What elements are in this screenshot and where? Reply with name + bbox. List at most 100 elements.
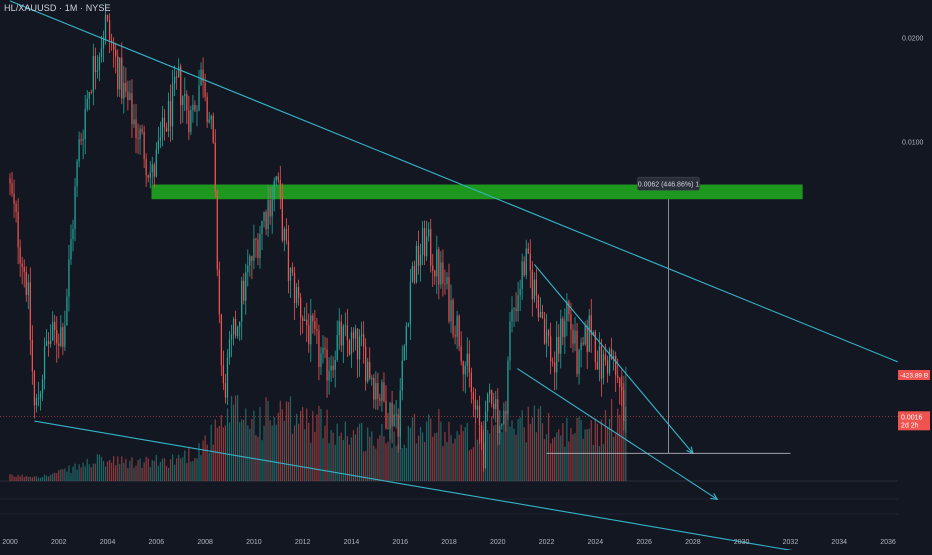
volume-bar — [525, 442, 527, 481]
volume-bar — [165, 465, 168, 481]
last-price-badge[interactable] — [898, 411, 930, 431]
candle-body — [484, 411, 487, 468]
candle-body — [594, 331, 596, 363]
candle-body — [171, 83, 174, 127]
volume-bar — [434, 433, 436, 481]
volume-bar — [369, 436, 371, 481]
candle-body — [47, 341, 50, 345]
candle-body — [612, 355, 615, 359]
volume-bar — [295, 413, 298, 481]
drawing-layer[interactable] — [0, 0, 900, 555]
candle-body — [17, 211, 19, 248]
resistance-zone-layer — [151, 184, 803, 200]
volume-bar — [328, 443, 330, 481]
trendline-arrowhead — [710, 493, 719, 501]
volume-bar — [318, 405, 320, 481]
resistance-zone[interactable] — [151, 184, 803, 200]
volume-bar — [395, 445, 397, 481]
candle-body — [184, 94, 186, 97]
volume-bar — [476, 439, 479, 481]
volume-bar — [371, 431, 373, 481]
candle-body — [224, 383, 227, 398]
candle-body — [241, 280, 243, 322]
candle-body — [570, 314, 572, 330]
candle-body — [529, 253, 531, 271]
candle-body — [562, 318, 564, 338]
volume-bar — [131, 457, 133, 481]
candle-body — [275, 176, 277, 181]
volume-bar — [531, 417, 533, 481]
volume-bar — [389, 426, 391, 481]
candle-body — [74, 186, 76, 229]
volume-bar — [511, 420, 513, 481]
volume-bar — [117, 456, 119, 481]
candle-body — [541, 311, 544, 319]
candle-body — [92, 55, 94, 93]
candle-body — [584, 325, 586, 345]
volume-bar — [243, 419, 245, 481]
volume-bar — [450, 435, 452, 481]
candle-body — [279, 180, 281, 198]
volume-bar — [537, 408, 540, 481]
candle-body — [159, 137, 162, 141]
volume-bar — [39, 477, 42, 481]
volume-bar — [84, 466, 86, 481]
trendline-2[interactable] — [34, 420, 897, 555]
volume-bar — [545, 434, 548, 481]
candle-body — [523, 261, 525, 276]
candle-body — [503, 410, 505, 425]
volume-bar — [45, 475, 48, 481]
volume-bar — [456, 431, 458, 481]
volume-bar — [47, 476, 50, 481]
candle-body — [560, 318, 562, 354]
volume-bar — [310, 442, 312, 481]
candle-body — [180, 66, 182, 106]
volume-bar — [582, 438, 584, 481]
candle-body — [43, 345, 46, 380]
trendline-3[interactable] — [533, 264, 694, 454]
volume-bar — [592, 444, 594, 481]
volume-bar — [251, 419, 253, 481]
candle-body — [615, 355, 617, 376]
volume-bar — [62, 469, 64, 481]
candle-body — [41, 379, 44, 394]
candle-body — [66, 296, 68, 326]
volume-bar — [499, 430, 501, 481]
candle-body — [151, 164, 153, 173]
trendline-4[interactable] — [516, 368, 718, 500]
symbol-title[interactable]: HL/XAUUSD · 1M · NYSE — [4, 3, 111, 13]
candle-body — [365, 346, 367, 382]
volume-bar — [588, 428, 590, 481]
x-tick-label: 2002 — [51, 539, 67, 546]
volume-bar — [346, 436, 349, 481]
volume-bar — [397, 444, 399, 481]
volume-bar — [58, 470, 60, 481]
volume-bar — [367, 427, 369, 481]
trendline-1[interactable] — [9, 0, 898, 363]
volume-bar — [234, 395, 237, 481]
volume-bar — [608, 418, 611, 481]
x-tick-label: 2000 — [2, 539, 18, 546]
volume-bar — [176, 458, 178, 481]
candle-body — [342, 326, 344, 346]
volume-bar — [340, 432, 342, 481]
volume-bar — [269, 420, 271, 481]
volume-bar — [86, 458, 88, 481]
volume-badge[interactable] — [898, 370, 930, 380]
volume-bar — [56, 473, 58, 481]
volume-bar — [507, 409, 509, 481]
candle-body — [480, 425, 483, 443]
candle-body — [452, 300, 454, 335]
candle-body — [113, 42, 115, 50]
volume-bar — [474, 421, 477, 481]
volume-bar — [598, 446, 601, 481]
candle-body — [619, 378, 621, 387]
candle-body — [23, 266, 25, 272]
volume-bar — [297, 423, 300, 481]
volume-bar — [442, 446, 444, 481]
volume-bar — [596, 423, 598, 481]
candle-body — [623, 390, 625, 422]
volume-bar — [600, 419, 603, 481]
